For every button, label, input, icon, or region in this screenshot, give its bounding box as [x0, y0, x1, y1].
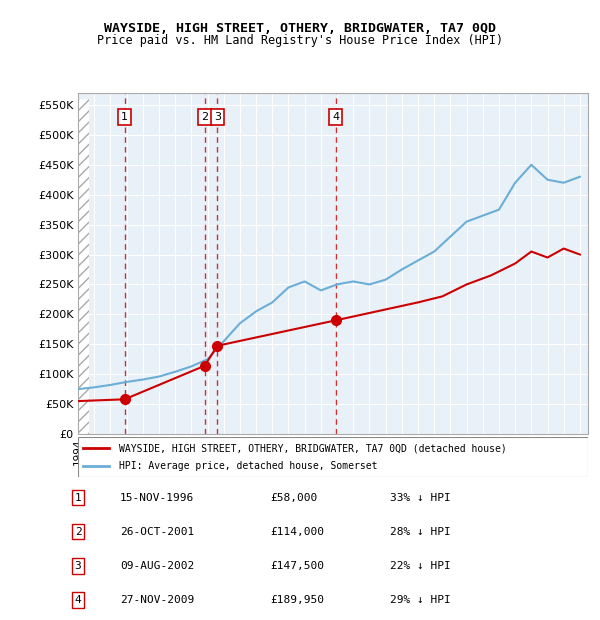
Text: 3: 3 [214, 112, 221, 122]
Text: £114,000: £114,000 [270, 526, 324, 537]
Text: 15-NOV-1996: 15-NOV-1996 [120, 492, 194, 503]
Text: 29% ↓ HPI: 29% ↓ HPI [390, 595, 451, 605]
Bar [78, 99, 89, 434]
Text: HPI: Average price, detached house, Somerset: HPI: Average price, detached house, Some… [119, 461, 377, 471]
FancyBboxPatch shape [78, 437, 588, 477]
Text: 1: 1 [74, 492, 82, 503]
Text: Price paid vs. HM Land Registry's House Price Index (HPI): Price paid vs. HM Land Registry's House … [97, 34, 503, 47]
Text: WAYSIDE, HIGH STREET, OTHERY, BRIDGWATER, TA7 0QD (detached house): WAYSIDE, HIGH STREET, OTHERY, BRIDGWATER… [119, 443, 506, 453]
Text: £189,950: £189,950 [270, 595, 324, 605]
Text: WAYSIDE, HIGH STREET, OTHERY, BRIDGWATER, TA7 0QD: WAYSIDE, HIGH STREET, OTHERY, BRIDGWATER… [104, 22, 496, 35]
Text: 28% ↓ HPI: 28% ↓ HPI [390, 526, 451, 537]
Text: 4: 4 [74, 595, 82, 605]
Text: 3: 3 [74, 560, 82, 571]
Text: 4: 4 [332, 112, 339, 122]
Text: 27-NOV-2009: 27-NOV-2009 [120, 595, 194, 605]
Text: 1: 1 [121, 112, 128, 122]
Text: 2: 2 [201, 112, 208, 122]
Text: 33% ↓ HPI: 33% ↓ HPI [390, 492, 451, 503]
Text: 26-OCT-2001: 26-OCT-2001 [120, 526, 194, 537]
Text: 2: 2 [74, 526, 82, 537]
Text: £58,000: £58,000 [270, 492, 317, 503]
Text: 09-AUG-2002: 09-AUG-2002 [120, 560, 194, 571]
Text: £147,500: £147,500 [270, 560, 324, 571]
Text: 22% ↓ HPI: 22% ↓ HPI [390, 560, 451, 571]
